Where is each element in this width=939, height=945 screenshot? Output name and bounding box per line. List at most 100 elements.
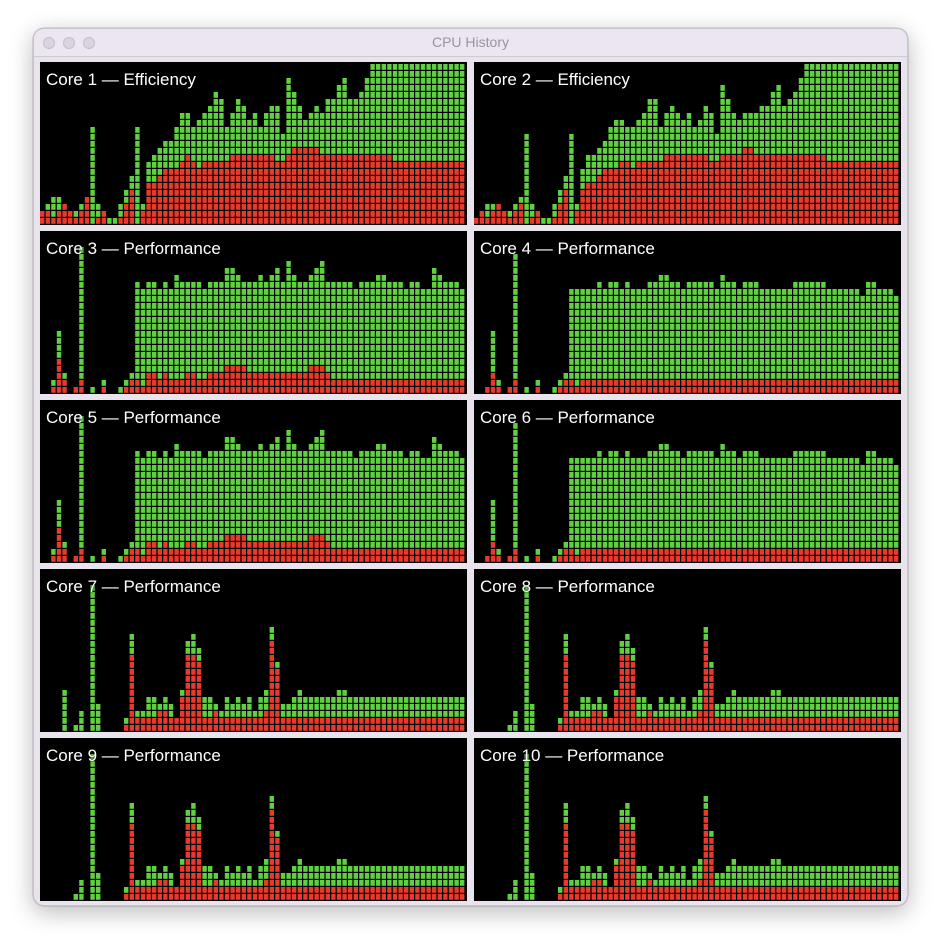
user-load-cell bbox=[804, 141, 809, 147]
user-load-cell bbox=[236, 514, 241, 520]
user-load-cell bbox=[241, 352, 246, 358]
system-load-cell bbox=[726, 169, 731, 175]
user-load-cell bbox=[709, 366, 714, 372]
system-load-cell bbox=[420, 197, 426, 203]
user-load-cell bbox=[409, 64, 414, 70]
system-load-cell bbox=[73, 387, 78, 393]
user-load-cell bbox=[443, 64, 448, 70]
user-load-cell bbox=[849, 113, 854, 119]
user-load-cell bbox=[286, 366, 291, 372]
system-load-cell bbox=[720, 155, 725, 161]
user-load-cell bbox=[675, 373, 680, 379]
user-load-cell bbox=[269, 324, 274, 330]
user-load-cell bbox=[230, 338, 235, 344]
user-load-cell bbox=[213, 155, 218, 161]
core-panel-1: Core 1 — Efficiency bbox=[40, 62, 467, 225]
user-load-cell bbox=[359, 366, 364, 372]
system-load-cell bbox=[297, 155, 302, 161]
user-load-cell bbox=[135, 451, 140, 457]
user-load-cell bbox=[275, 486, 280, 492]
history-column bbox=[877, 64, 882, 224]
minimize-button[interactable] bbox=[63, 37, 75, 49]
user-load-cell bbox=[174, 542, 179, 548]
user-load-cell bbox=[882, 366, 888, 372]
user-load-cell bbox=[653, 99, 658, 105]
user-load-cell bbox=[359, 141, 364, 147]
user-load-cell bbox=[490, 359, 496, 365]
user-load-cell bbox=[62, 542, 67, 548]
user-load-cell bbox=[308, 275, 314, 281]
system-load-cell bbox=[359, 197, 364, 203]
user-load-cell bbox=[726, 345, 731, 351]
user-load-cell bbox=[336, 85, 342, 91]
user-load-cell bbox=[314, 134, 319, 140]
user-load-cell bbox=[202, 479, 207, 485]
user-load-cell bbox=[866, 352, 871, 358]
user-load-cell bbox=[219, 310, 224, 316]
user-load-cell bbox=[426, 338, 431, 344]
system-load-cell bbox=[196, 183, 202, 189]
user-load-cell bbox=[264, 127, 269, 133]
user-load-cell bbox=[140, 535, 146, 541]
system-load-cell bbox=[202, 197, 207, 203]
user-load-cell bbox=[348, 134, 353, 140]
user-load-cell bbox=[832, 127, 837, 133]
user-load-cell bbox=[415, 113, 420, 119]
user-load-cell bbox=[815, 148, 820, 154]
system-load-cell bbox=[264, 556, 269, 562]
system-load-cell bbox=[157, 387, 162, 393]
history-column bbox=[490, 331, 496, 393]
system-load-cell bbox=[804, 183, 809, 189]
system-load-cell bbox=[381, 169, 386, 175]
history-column bbox=[157, 289, 162, 393]
system-load-cell bbox=[146, 380, 151, 386]
system-load-cell bbox=[460, 387, 465, 393]
user-load-cell bbox=[236, 296, 241, 302]
system-load-cell bbox=[152, 373, 157, 379]
user-load-cell bbox=[664, 289, 669, 295]
user-load-cell bbox=[359, 127, 364, 133]
system-load-cell bbox=[877, 183, 882, 189]
user-load-cell bbox=[230, 458, 235, 464]
user-load-cell bbox=[832, 317, 837, 323]
user-load-cell bbox=[292, 352, 297, 358]
user-load-cell bbox=[163, 162, 168, 168]
history-column bbox=[709, 282, 714, 393]
user-load-cell bbox=[297, 106, 302, 112]
system-load-cell bbox=[681, 162, 686, 168]
history-column bbox=[507, 387, 512, 393]
user-load-cell bbox=[140, 352, 146, 358]
user-load-cell bbox=[709, 134, 714, 140]
user-load-cell bbox=[454, 331, 459, 337]
user-load-cell bbox=[770, 366, 776, 372]
user-load-cell bbox=[370, 366, 375, 372]
system-load-cell bbox=[692, 387, 697, 393]
user-load-cell bbox=[331, 331, 336, 337]
system-load-cell bbox=[392, 197, 398, 203]
user-load-cell bbox=[202, 507, 207, 513]
user-load-cell bbox=[392, 120, 398, 126]
title-bar[interactable]: CPU History bbox=[34, 29, 907, 57]
system-load-cell bbox=[292, 204, 297, 210]
system-load-cell bbox=[443, 169, 448, 175]
user-load-cell bbox=[849, 317, 854, 323]
user-load-cell bbox=[387, 120, 392, 126]
system-load-cell bbox=[224, 549, 230, 555]
user-load-cell bbox=[163, 310, 168, 316]
user-load-cell bbox=[236, 507, 241, 513]
user-load-cell bbox=[79, 437, 84, 443]
zoom-button[interactable] bbox=[83, 37, 95, 49]
history-column bbox=[185, 113, 190, 224]
user-load-cell bbox=[815, 366, 820, 372]
user-load-cell bbox=[264, 324, 269, 330]
user-load-cell bbox=[574, 296, 580, 302]
user-load-cell bbox=[269, 528, 274, 534]
close-button[interactable] bbox=[43, 37, 55, 49]
user-load-cell bbox=[776, 99, 781, 105]
user-load-cell bbox=[647, 338, 652, 344]
user-load-cell bbox=[381, 324, 386, 330]
user-load-cell bbox=[264, 352, 269, 358]
system-load-cell bbox=[636, 176, 641, 182]
system-load-cell bbox=[810, 380, 815, 386]
system-load-cell bbox=[432, 176, 437, 182]
